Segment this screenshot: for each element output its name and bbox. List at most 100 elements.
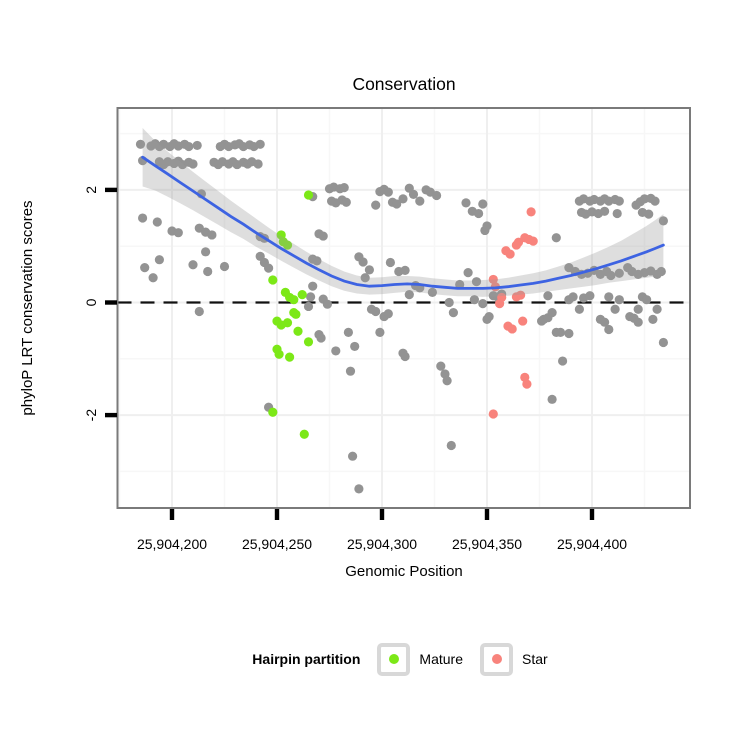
other-point xyxy=(318,231,328,241)
other-point xyxy=(614,268,624,278)
other-point xyxy=(371,306,381,317)
other-point xyxy=(600,206,610,216)
other-point xyxy=(364,265,374,275)
other-point xyxy=(543,291,553,301)
other-point xyxy=(173,228,183,238)
other-point xyxy=(339,183,349,193)
other-point xyxy=(614,295,624,305)
other-point xyxy=(341,197,351,207)
other-point xyxy=(474,208,484,219)
other-point xyxy=(478,199,488,209)
other-point xyxy=(194,306,204,317)
other-point xyxy=(154,255,164,265)
other-point xyxy=(604,292,614,302)
other-point xyxy=(600,317,610,327)
other-point xyxy=(188,260,198,270)
other-point xyxy=(348,451,358,461)
x-tick-label: 25,904,250 xyxy=(242,536,312,552)
other-point xyxy=(303,301,314,312)
y-axis-title: phyloP LRT conservation scores xyxy=(19,200,36,415)
other-point xyxy=(408,189,419,200)
other-point xyxy=(656,266,666,277)
y-tick-label: 0 xyxy=(83,298,99,306)
other-point xyxy=(427,287,437,297)
other-point xyxy=(400,265,410,276)
other-point xyxy=(652,304,662,314)
legend-title: Hairpin partition xyxy=(252,651,361,667)
other-point xyxy=(371,200,381,210)
star-point xyxy=(488,274,498,285)
x-tick-label: 25,904,400 xyxy=(557,536,627,552)
other-point xyxy=(455,279,465,290)
other-point xyxy=(188,159,198,169)
mature-point xyxy=(276,320,286,330)
mature-point xyxy=(297,290,307,300)
other-point xyxy=(658,337,669,348)
other-point xyxy=(308,281,318,291)
other-point xyxy=(350,341,360,352)
x-tick-mark xyxy=(589,509,595,520)
star-point xyxy=(528,236,538,246)
other-point xyxy=(392,199,402,209)
other-point xyxy=(547,394,557,404)
other-point xyxy=(316,333,326,343)
other-point xyxy=(312,256,322,266)
legend-label-star: Star xyxy=(522,651,548,667)
other-point xyxy=(184,141,194,152)
mature-point xyxy=(303,190,314,200)
other-point xyxy=(135,139,146,149)
other-point xyxy=(331,346,341,356)
other-point xyxy=(415,196,425,206)
other-point xyxy=(404,290,414,300)
other-point xyxy=(658,216,669,226)
x-tick-mark xyxy=(274,509,280,520)
other-point xyxy=(354,484,364,494)
other-point xyxy=(343,327,353,337)
conservation-chart: 25,904,200 25,904,250 25,904,300 25,904,350… xyxy=(19,74,691,580)
other-point xyxy=(360,273,370,283)
other-point xyxy=(444,297,454,308)
axis-ticks: 25,904,200 25,904,250 25,904,300 25,904,350… xyxy=(83,186,627,552)
other-point xyxy=(385,257,395,268)
other-point xyxy=(148,273,158,283)
y-tick-mark xyxy=(105,412,117,418)
other-point xyxy=(480,225,490,236)
mature-point xyxy=(268,275,278,285)
other-point xyxy=(253,159,263,169)
other-point xyxy=(264,263,274,273)
other-point xyxy=(432,190,442,201)
star-point xyxy=(518,316,528,326)
other-point xyxy=(448,308,458,318)
smooth-trend xyxy=(141,128,665,297)
y-tick-label: 2 xyxy=(83,186,99,194)
mature-point xyxy=(299,429,309,439)
mature-point xyxy=(293,326,303,336)
other-point xyxy=(478,299,488,309)
other-point xyxy=(585,291,595,301)
mature-dot-icon xyxy=(388,654,399,664)
other-point xyxy=(463,268,473,278)
other-point xyxy=(610,304,620,314)
other-point xyxy=(203,266,213,277)
other-point xyxy=(398,194,408,204)
star-point xyxy=(507,324,517,334)
legend-key-star xyxy=(480,642,513,676)
mature-point xyxy=(268,407,278,417)
legend-label-mature: Mature xyxy=(419,651,463,667)
other-point xyxy=(446,440,456,451)
x-tick-label: 25,904,350 xyxy=(452,536,522,552)
other-point xyxy=(644,209,654,219)
scatter-points xyxy=(135,139,669,494)
other-point xyxy=(383,309,393,319)
chart-title: Conservation xyxy=(352,74,455,94)
confidence-band xyxy=(142,128,664,297)
mature-point xyxy=(289,295,299,305)
other-point xyxy=(633,317,643,327)
other-point xyxy=(219,261,230,272)
y-tick-mark xyxy=(105,187,117,193)
other-point xyxy=(140,262,150,273)
other-point xyxy=(345,366,356,376)
x-tick-mark xyxy=(379,509,385,520)
legend: Hairpin partition Mature Star xyxy=(0,637,750,681)
x-tick-label: 25,904,200 xyxy=(137,536,207,552)
